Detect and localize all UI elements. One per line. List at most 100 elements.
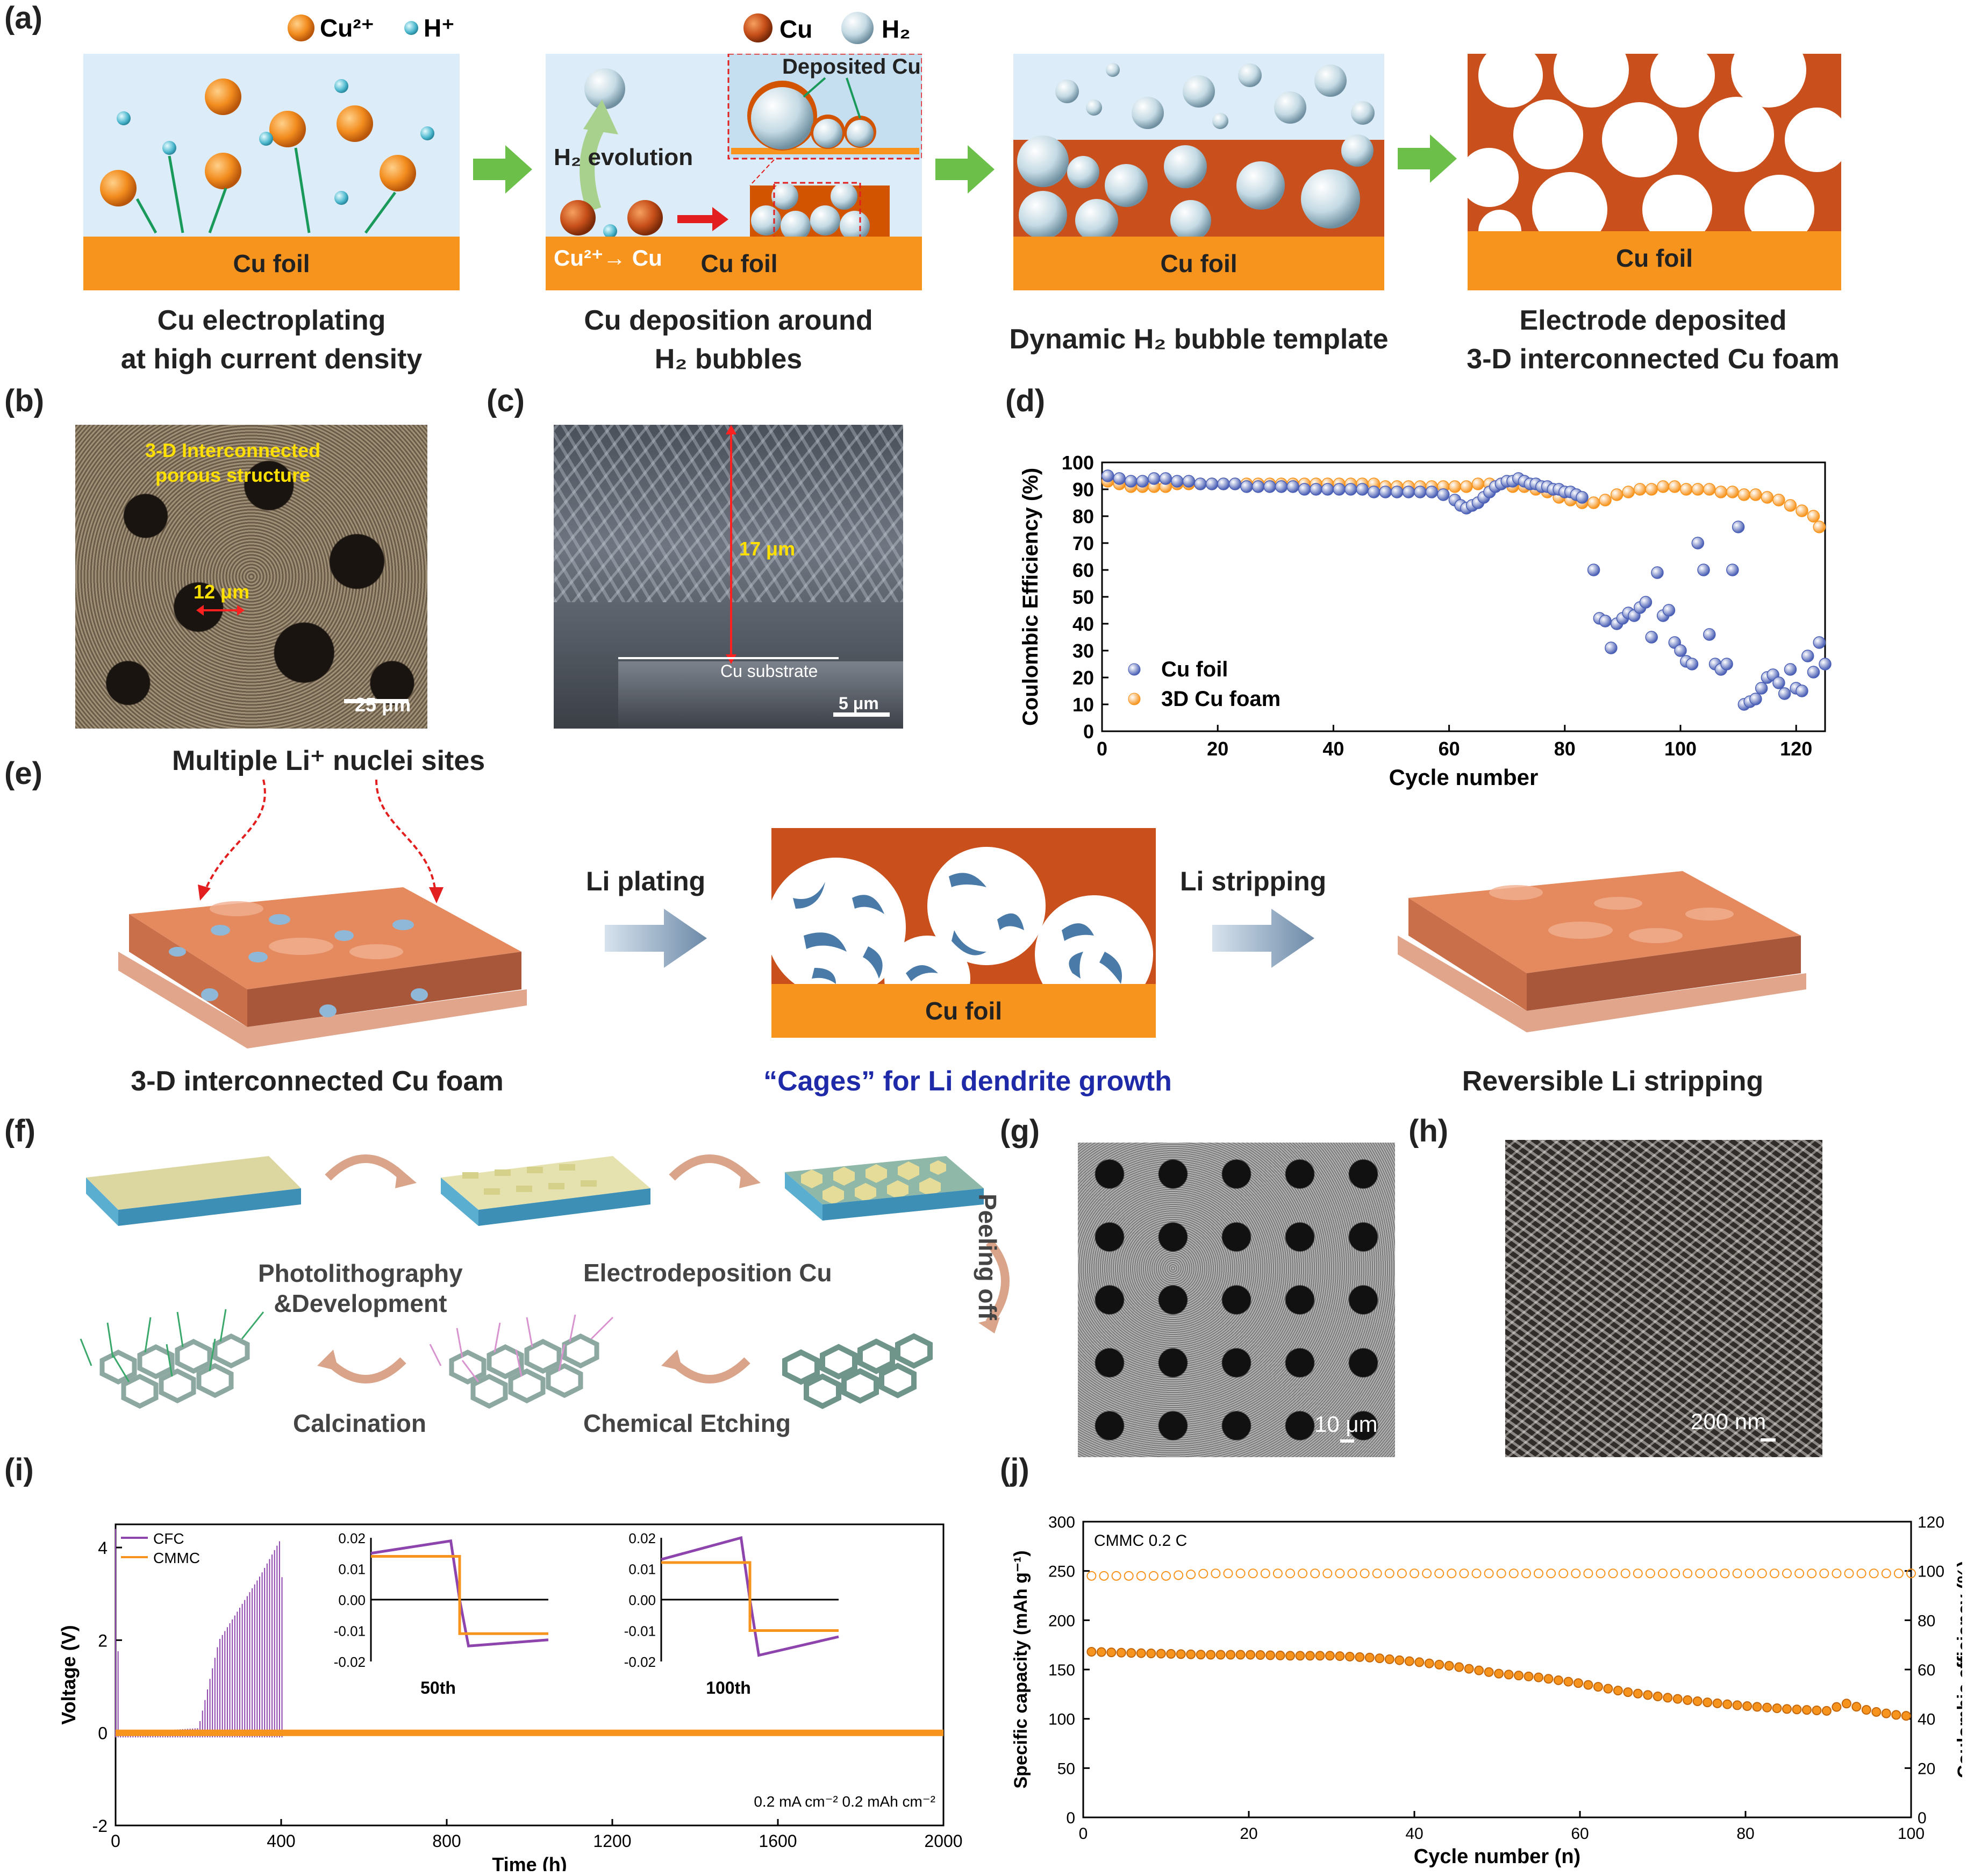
- capacity-point: [1384, 1654, 1394, 1664]
- ce-point: [1136, 1571, 1146, 1581]
- step-calcination: Calcination: [293, 1409, 426, 1437]
- ce-point: [1422, 1568, 1432, 1579]
- porous-structure-label: 3-D Interconnected porous structure: [145, 439, 321, 486]
- ce-point: [1819, 1568, 1829, 1579]
- ce-point: [1782, 1568, 1792, 1579]
- pore-size-label: 12 μm: [194, 581, 250, 603]
- capacity-point: [1742, 1701, 1753, 1711]
- capacity-point: [1504, 1670, 1514, 1680]
- capacity-point: [1832, 1702, 1842, 1712]
- legend-h2-label: H₂: [882, 15, 911, 43]
- x-tick-label: 100: [1898, 1825, 1925, 1843]
- capacity-point: [1424, 1658, 1434, 1668]
- current-annotation: 0.2 mA cm⁻² 0.2 mAh cm⁻²: [754, 1793, 935, 1810]
- sem-image-b: 3-D Interconnected porous structure 12 μ…: [75, 425, 427, 729]
- cu-foam-3d-right: [1398, 871, 1806, 1032]
- ce-point: [1869, 1568, 1879, 1579]
- ce-point: [1732, 1568, 1742, 1579]
- step2-foil-label: Cu foil: [700, 249, 778, 277]
- cu-foam-point: [1622, 486, 1635, 498]
- y2-tick-label: 40: [1918, 1711, 1935, 1729]
- cu-foil-point: [1125, 475, 1138, 488]
- cu-foil-point: [1726, 563, 1739, 576]
- cu-foam-point: [1761, 491, 1774, 504]
- cu-foam-point: [1656, 480, 1670, 493]
- capacity-point: [1792, 1704, 1802, 1715]
- y-tick-label: 0: [98, 1724, 108, 1743]
- x-axis-label: Time (h): [492, 1853, 567, 1871]
- y2-tick-label: 100: [1918, 1563, 1944, 1581]
- cu-foam-point: [1633, 483, 1647, 496]
- cu-foil-point: [1182, 475, 1196, 488]
- capacity-point: [1573, 1678, 1583, 1688]
- step-photolithography: Photolithography &Development: [258, 1259, 463, 1317]
- inset-label: 100th: [706, 1678, 751, 1697]
- cu-foil-point: [1205, 477, 1219, 490]
- ce-point: [1558, 1568, 1569, 1579]
- ce-point: [1198, 1568, 1208, 1579]
- cu-foam-point: [1772, 494, 1785, 507]
- cu-foil-point: [1344, 483, 1357, 496]
- cu-foil-point: [1819, 658, 1832, 670]
- ce-point: [1161, 1571, 1171, 1581]
- ce-point: [1496, 1568, 1506, 1579]
- ce-point: [1186, 1570, 1196, 1580]
- capacity-point: [1295, 1651, 1305, 1661]
- sem-image-c: 17 μm Cu substrate 5 μm: [554, 425, 903, 729]
- step-etching: Chemical Etching: [583, 1409, 791, 1437]
- cu-foil-point: [1697, 563, 1710, 576]
- capacity-point: [1344, 1651, 1355, 1661]
- y-tick-label: 150: [1048, 1661, 1075, 1679]
- cu-foil-point: [1101, 469, 1114, 482]
- ce-point: [1893, 1568, 1904, 1579]
- scale-bar: [1340, 1439, 1354, 1443]
- cu-foil-point: [1674, 644, 1687, 657]
- x-tick-label: 20: [1240, 1825, 1257, 1843]
- ce-point: [1596, 1568, 1606, 1579]
- capacity-point: [1722, 1699, 1733, 1709]
- scale-label: 200 nm: [1691, 1409, 1766, 1434]
- ce-point: [1211, 1568, 1221, 1579]
- capacity-point: [1603, 1684, 1613, 1694]
- y-tick-label: 60: [1072, 559, 1094, 581]
- capacity-point: [1593, 1682, 1603, 1692]
- ce-point: [1807, 1568, 1817, 1579]
- capacity-point: [1305, 1651, 1315, 1661]
- ce-point: [1447, 1568, 1457, 1579]
- x-tick-label: 40: [1322, 738, 1344, 760]
- capacity-point: [1196, 1650, 1206, 1660]
- y-tick-label: 250: [1048, 1563, 1075, 1581]
- cu-foam-point: [1714, 486, 1728, 498]
- cu-foam-3d-left: [118, 779, 527, 1048]
- step4-foil-label: Cu foil: [1615, 244, 1693, 272]
- cu-foil-point: [1367, 486, 1381, 498]
- legend-marker: [1128, 663, 1141, 676]
- ce-point: [1633, 1568, 1643, 1579]
- capacity-point: [1881, 1708, 1891, 1718]
- inset-tick-label: -0.01: [334, 1623, 366, 1639]
- x-tick-label: 0: [1079, 1825, 1088, 1843]
- ce-point: [1769, 1568, 1779, 1579]
- capacity-point: [1176, 1649, 1186, 1659]
- capacity-point: [1325, 1651, 1335, 1661]
- y-tick-label: 0: [1066, 1809, 1075, 1827]
- y-tick-label: 2: [98, 1631, 108, 1650]
- cu-foil-point: [1171, 475, 1184, 488]
- y2-tick-label: 60: [1918, 1661, 1935, 1679]
- capacity-point: [1901, 1711, 1911, 1721]
- cu-foil-point: [1605, 641, 1618, 654]
- inset-tick-label: -0.01: [624, 1623, 656, 1639]
- ce-point: [1360, 1568, 1370, 1579]
- y-tick-label: 90: [1072, 479, 1094, 501]
- arrow-right-icon: [605, 909, 707, 968]
- ce-point: [1099, 1571, 1109, 1581]
- ce-point: [1521, 1568, 1531, 1579]
- caption-cu-foam: 3-D interconnected Cu foam: [131, 1066, 504, 1097]
- inset-tick-label: 0.01: [628, 1561, 656, 1578]
- panel-label-b: (b): [4, 383, 45, 418]
- ce-point: [1223, 1568, 1233, 1579]
- y-axis-label: Voltage (V): [58, 1625, 80, 1724]
- step3-illustration: [1013, 54, 1384, 290]
- ce-point: [1856, 1568, 1866, 1579]
- inset-tick-label: 0.00: [338, 1592, 366, 1608]
